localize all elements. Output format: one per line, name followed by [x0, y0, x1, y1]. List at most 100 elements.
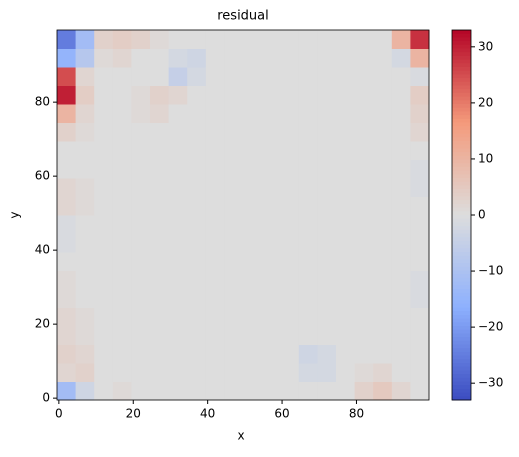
heatmap-cell [391, 381, 411, 401]
heatmap-cell [410, 48, 430, 68]
heatmap-cell [261, 289, 281, 308]
heatmap-cell [112, 252, 132, 271]
heatmap-cell [336, 196, 356, 216]
colorbar-segment [452, 166, 471, 172]
heatmap-cell [280, 307, 300, 327]
heatmap-cell [57, 252, 77, 271]
colorbar-tick-label: 0 [478, 208, 486, 222]
colorbar-segment [452, 107, 471, 112]
colorbar-tick-label: 30 [478, 39, 493, 53]
heatmap-cell [57, 289, 77, 308]
heatmap-cell [224, 289, 244, 308]
heatmap-cell [373, 252, 393, 271]
colorbar-segment [452, 185, 471, 190]
heatmap-cell [261, 122, 281, 142]
heatmap-cell [280, 30, 300, 49]
heatmap-cell [224, 159, 244, 179]
colorbar-segment [452, 252, 471, 257]
heatmap-cell [112, 270, 132, 290]
colorbar-segment [452, 344, 471, 349]
colorbar-segment [452, 274, 471, 279]
x-tick-label: 60 [274, 407, 289, 421]
heatmap-cell [391, 85, 411, 105]
heatmap-cell [298, 381, 318, 401]
heatmap-cell [373, 307, 393, 327]
heatmap-cell [205, 326, 225, 345]
colorbar-segment [452, 163, 471, 168]
heatmap-cell [168, 381, 188, 401]
heatmap-cell [280, 270, 300, 290]
heatmap-cell [354, 178, 374, 197]
heatmap-cell [261, 215, 281, 234]
colorbar-segment [452, 111, 471, 116]
heatmap-cell [75, 307, 95, 327]
heatmap-cell [75, 196, 95, 216]
heatmap-cell [150, 233, 170, 253]
colorbar-segment [452, 115, 471, 120]
colorbar-segment [452, 281, 471, 286]
heatmap-cell [168, 104, 188, 123]
heatmap-cell [280, 159, 300, 179]
heatmap-cell [112, 67, 132, 86]
heatmap-cell [373, 233, 393, 253]
colorbar-segment [452, 226, 471, 231]
heatmap-cell [317, 67, 337, 86]
heatmap-cell [261, 67, 281, 86]
heatmap-cell [317, 233, 337, 253]
heatmap-cell [224, 233, 244, 253]
colorbar-segment [452, 285, 471, 290]
heatmap-cell [336, 344, 356, 364]
colorbar-segment [452, 137, 471, 142]
heatmap-cell [243, 215, 263, 234]
colorbar-segment [452, 237, 471, 242]
heatmap-cell [391, 178, 411, 197]
heatmap-cell [75, 363, 95, 382]
colorbar-segment [452, 141, 471, 146]
heatmap-cell [112, 30, 132, 49]
heatmap-cell [94, 326, 114, 345]
colorbar-segment [452, 233, 471, 238]
heatmap-cell [410, 363, 430, 382]
heatmap-cell [94, 30, 114, 49]
heatmap-cell [354, 48, 374, 68]
heatmap-cell [354, 159, 374, 179]
heatmap-cell [243, 178, 263, 197]
y-tick-label: 20 [35, 317, 50, 331]
heatmap-cell [261, 48, 281, 68]
colorbar-segment [452, 63, 471, 68]
heatmap-cell [94, 122, 114, 142]
heatmap-cell [261, 196, 281, 216]
heatmap-cell [243, 67, 263, 86]
colorbar-segment [452, 155, 471, 160]
heatmap-cell [243, 326, 263, 345]
heatmap-cell [391, 67, 411, 86]
heatmap-cell [243, 48, 263, 68]
heatmap-cell [317, 326, 337, 345]
heatmap-cell [391, 326, 411, 345]
heatmap-cell [317, 215, 337, 234]
heatmap-cell [94, 196, 114, 216]
heatmap-cell [336, 270, 356, 290]
heatmap-cell [187, 252, 207, 271]
heatmap-cell [280, 215, 300, 234]
heatmap-cell [373, 67, 393, 86]
heatmap-cell [336, 178, 356, 197]
colorbar-segment [452, 229, 471, 234]
heatmap-cell [168, 122, 188, 142]
heatmap-cell [354, 270, 374, 290]
heatmap-cell [317, 104, 337, 123]
colorbar-segment [452, 89, 471, 94]
heatmap-cell [187, 122, 207, 142]
heatmap-cell [410, 122, 430, 142]
colorbar-segment [452, 37, 471, 42]
heatmap-cell [94, 48, 114, 68]
heatmap-cell [168, 289, 188, 308]
heatmap-cell [280, 344, 300, 364]
heatmap-cell [187, 104, 207, 123]
heatmap-cell [131, 122, 151, 142]
colorbar-segment [452, 363, 471, 368]
heatmap-cell [205, 141, 225, 160]
heatmap-cell [410, 196, 430, 216]
heatmap-cell [168, 178, 188, 197]
heatmap-cell [354, 67, 374, 86]
